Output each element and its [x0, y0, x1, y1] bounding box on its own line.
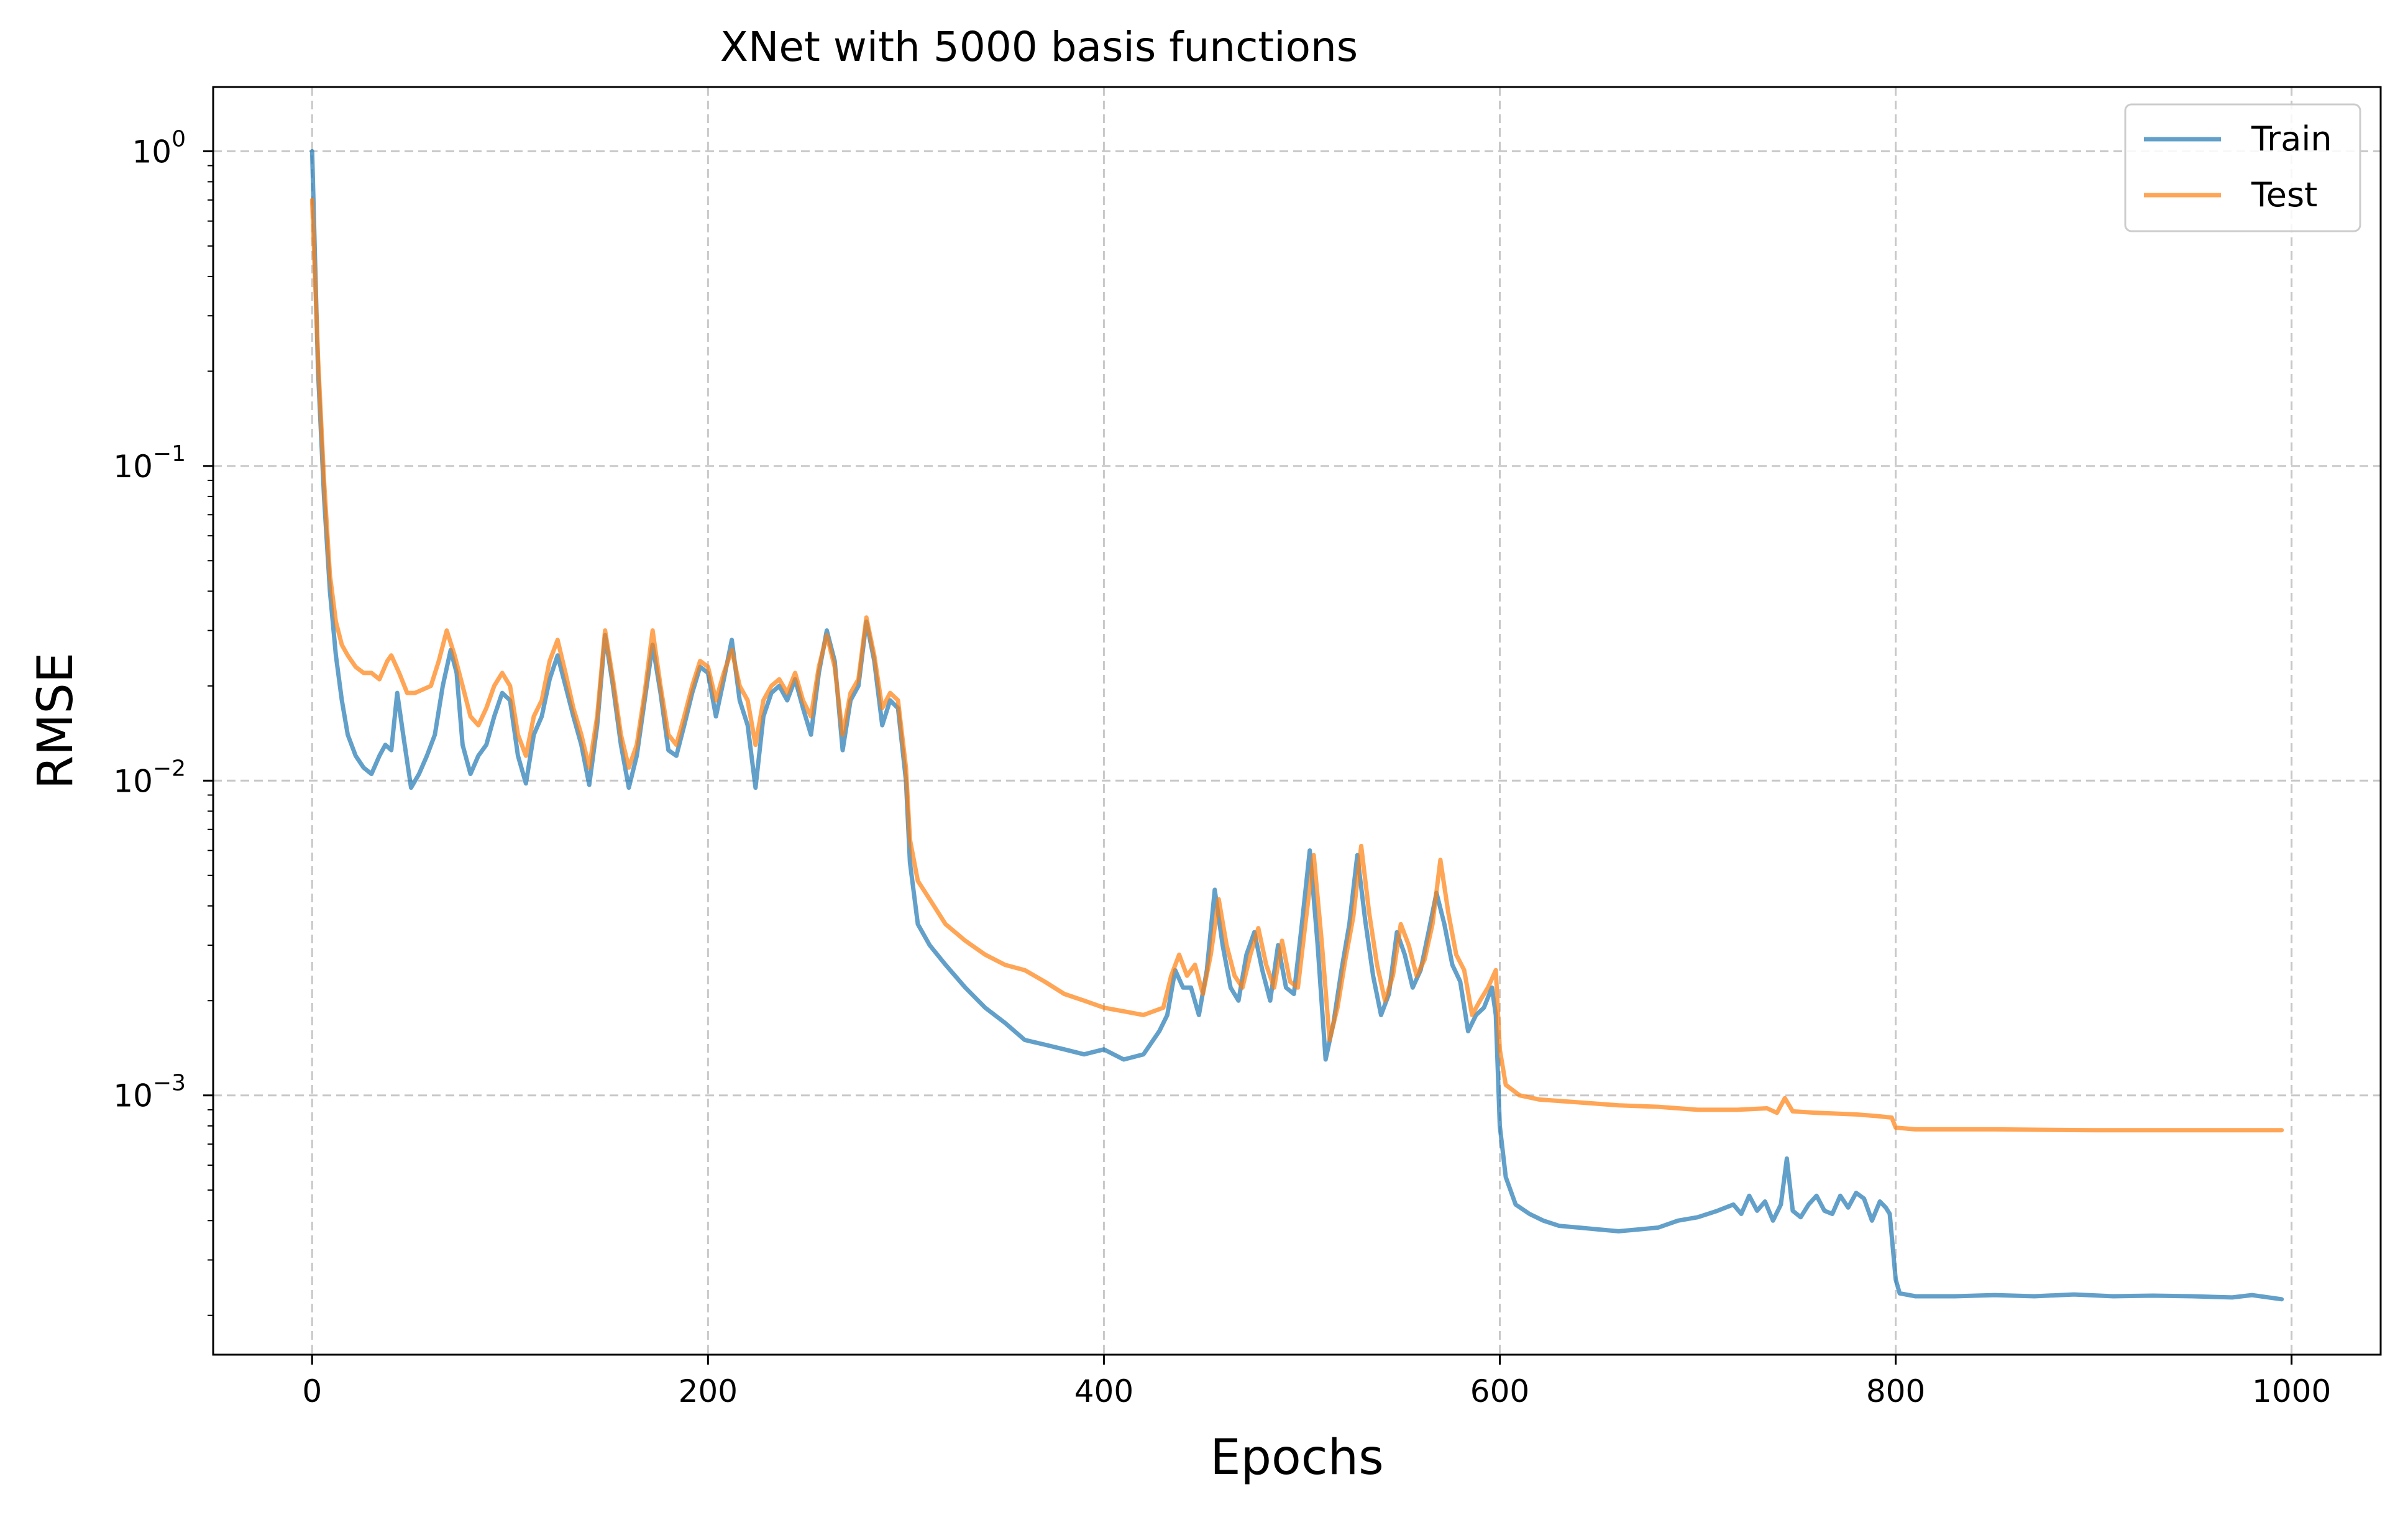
legend-label-test: Test — [2251, 175, 2317, 214]
x-axis: 0 200 400 600 800 1000 — [302, 1355, 2331, 1409]
y-tick-label: 100 — [132, 126, 186, 170]
y-tick-label: 10−1 — [113, 441, 186, 485]
x-tick-label: 800 — [1866, 1373, 1925, 1409]
y-axis-title: RMSE — [28, 652, 84, 789]
legend: Train Test — [2124, 103, 2361, 232]
x-tick-label: 200 — [679, 1373, 738, 1409]
plot-frame — [212, 86, 2382, 1356]
x-tick-label: 600 — [1470, 1373, 1529, 1409]
x-tick-label: 0 — [302, 1373, 322, 1409]
x-axis-title: Epochs — [1210, 1430, 1383, 1486]
grid — [213, 87, 2381, 1355]
x-tick-label: 400 — [1074, 1373, 1133, 1409]
series-layer — [309, 149, 2284, 1302]
legend-box — [2124, 103, 2361, 232]
legend-item-train: Train — [2144, 119, 2332, 158]
legend-label-train: Train — [2251, 119, 2332, 158]
legend-item-test: Test — [2144, 175, 2317, 214]
plot-area: 0 200 400 600 800 1000 100 10−1 10−2 10−3 — [113, 86, 2382, 1409]
y-axis: 100 10−1 10−2 10−3 — [113, 126, 213, 1316]
x-tick-label: 1000 — [2252, 1373, 2331, 1409]
series-line-test — [309, 198, 2284, 1133]
y-tick-label: 10−2 — [113, 756, 186, 799]
series-line-train — [309, 149, 2284, 1302]
y-tick-label: 10−3 — [113, 1071, 186, 1114]
chart-title: XNet with 5000 basis functions — [720, 23, 1358, 71]
